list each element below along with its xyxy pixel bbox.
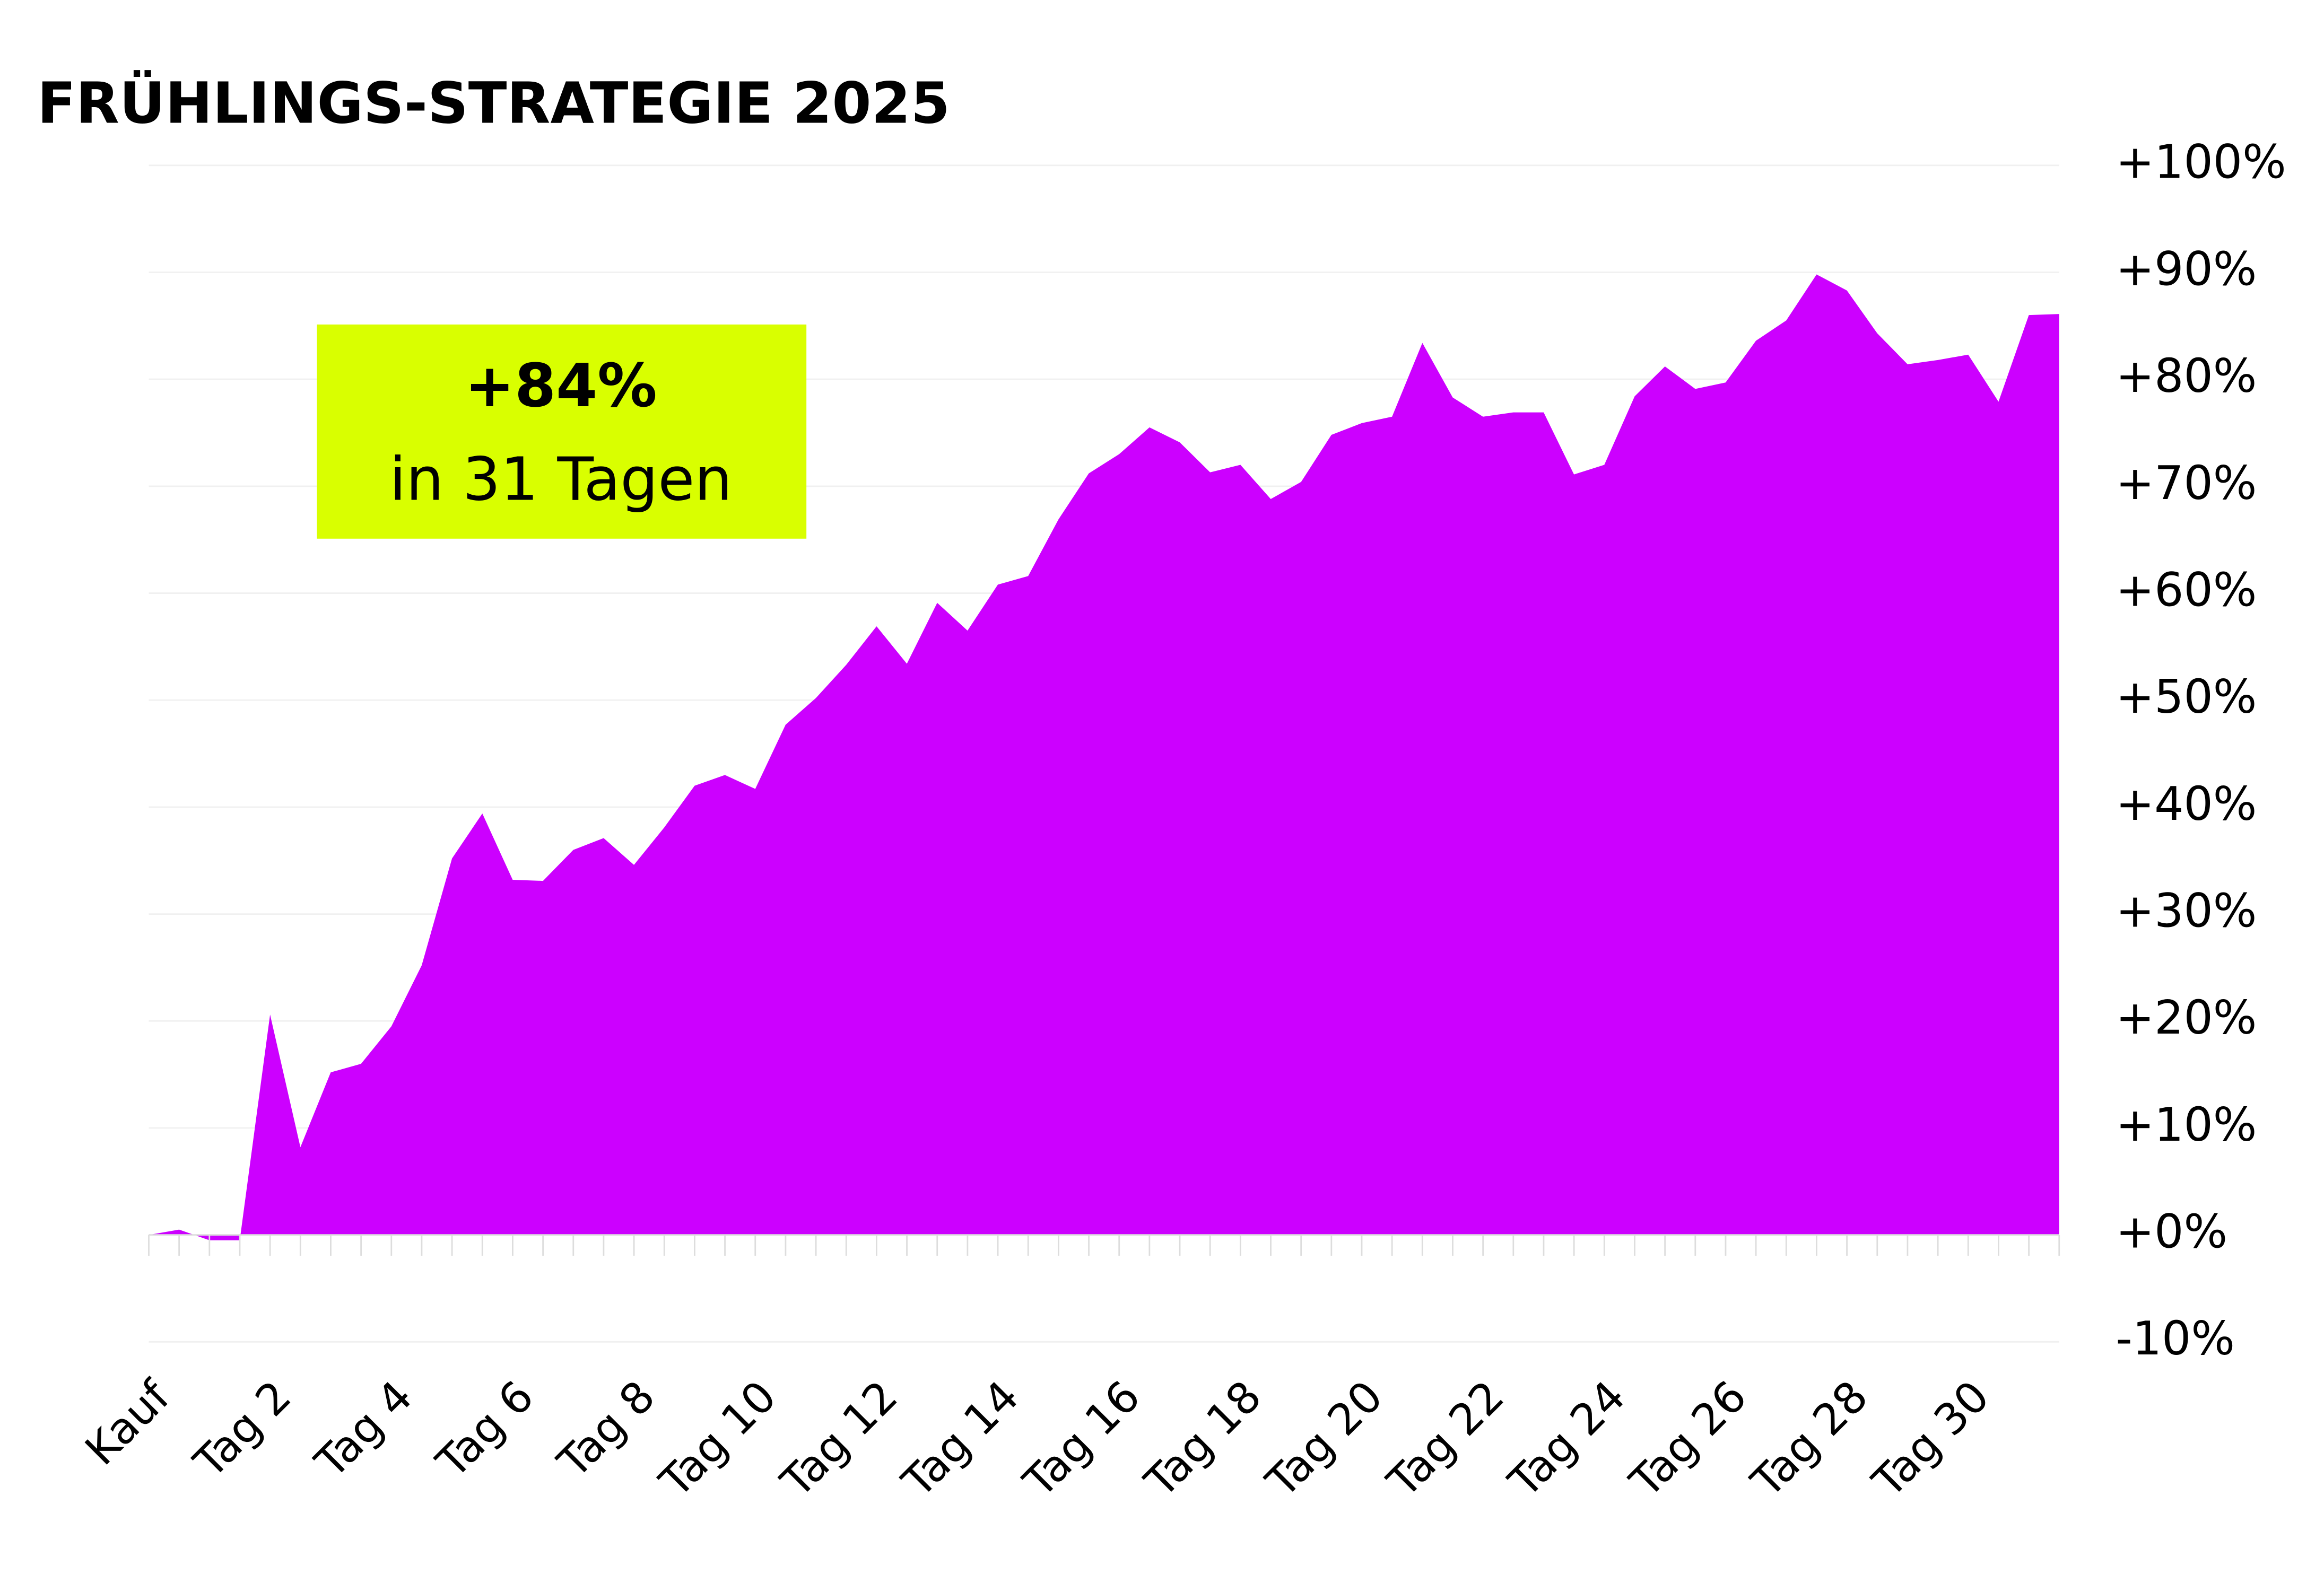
y-tick-label: +40% — [2116, 777, 2257, 831]
y-tick-label: +10% — [2116, 1098, 2257, 1152]
y-tick-label: +70% — [2116, 456, 2257, 510]
annotation-box — [317, 324, 807, 539]
annotation-text: +84% — [465, 352, 657, 421]
y-tick-label: +100% — [2116, 135, 2286, 189]
annotation-text: in 31 Tagen — [389, 445, 732, 514]
chart-title: FRÜHLINGS-STRATEGIE 2025 — [37, 71, 950, 137]
y-tick-label: -10% — [2116, 1311, 2235, 1366]
area — [149, 274, 2059, 1240]
y-tick-label: +60% — [2116, 563, 2257, 617]
y-tick-label: +80% — [2116, 349, 2257, 403]
y-tick-label: +50% — [2116, 670, 2257, 724]
y-tick-label: +0% — [2116, 1205, 2227, 1259]
y-tick-label: +30% — [2116, 884, 2257, 938]
y-tick-label: +90% — [2116, 242, 2257, 296]
y-tick-label: +20% — [2116, 991, 2257, 1045]
